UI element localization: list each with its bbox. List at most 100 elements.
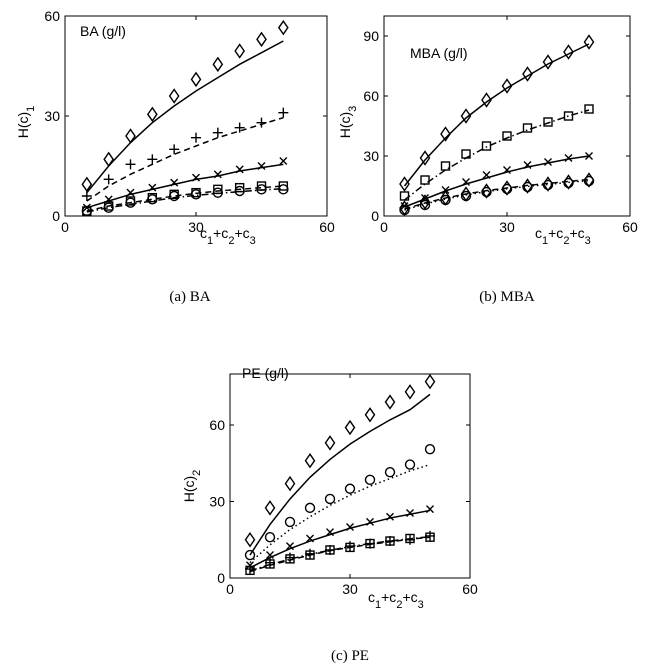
data-point-diamond — [460, 108, 472, 124]
data-point-square — [502, 131, 512, 141]
data-point-diamond — [234, 43, 246, 59]
y-tick-label: 30 — [44, 108, 60, 124]
data-point-circle — [424, 444, 436, 455]
x-axis-label-part: +c — [213, 225, 228, 241]
data-point-diamond — [583, 34, 595, 50]
data-point-cross — [462, 178, 470, 186]
data-point-diamond — [404, 384, 416, 400]
y-axis-label-main: H(c) — [337, 112, 353, 138]
series-circle — [244, 444, 436, 564]
data-point-plus — [169, 144, 180, 155]
data-point-diamond — [344, 419, 356, 436]
data-point-plus — [405, 534, 415, 545]
data-point-diamond — [542, 54, 554, 70]
y-tick-label: 60 — [209, 417, 225, 433]
data-point-cross — [544, 158, 552, 166]
data-point-cross — [286, 542, 294, 551]
x-tick-label: 0 — [380, 219, 388, 235]
data-point-circle — [522, 181, 533, 193]
series-cross — [82, 157, 288, 212]
data-point-diamond — [424, 373, 436, 390]
series-diamond — [399, 34, 595, 192]
series-diamond — [81, 19, 289, 194]
y-tick-label: 60 — [363, 88, 379, 104]
data-point-square — [584, 104, 594, 114]
x-axis-label-part: +c — [402, 589, 417, 605]
data-point-cross — [564, 154, 573, 162]
data-point-cross — [148, 183, 157, 192]
data-point-diamond — [146, 106, 158, 123]
data-point-plus — [81, 191, 92, 201]
data-point-cross — [266, 551, 274, 560]
data-point-cross — [386, 512, 394, 521]
series-plus — [81, 107, 289, 202]
chart-title: PE (g/l) — [242, 365, 289, 381]
x-axis-label-sub: 3 — [585, 235, 591, 247]
data-point-square — [420, 175, 430, 185]
x-axis-label-sub: 1 — [375, 599, 381, 611]
x-tick-label: 30 — [499, 219, 515, 235]
data-point-diamond — [264, 500, 276, 516]
fit-line — [86, 40, 284, 194]
data-point-circle — [234, 185, 245, 197]
x-axis-label: c1+c2+c3 — [535, 225, 591, 247]
data-point-square — [399, 191, 410, 201]
x-axis-label-part: +c — [234, 225, 249, 241]
data-point-circle — [399, 204, 410, 216]
data-point-cross — [503, 166, 511, 174]
data-point-plus — [125, 159, 136, 170]
fit-line — [404, 109, 590, 201]
data-point-diamond — [384, 394, 396, 410]
data-point-diamond — [125, 128, 136, 144]
data-point-diamond — [244, 532, 256, 548]
x-axis-label-sub: 2 — [228, 235, 234, 247]
data-point-diamond — [440, 126, 451, 142]
data-point-diamond — [190, 71, 202, 88]
data-point-diamond — [364, 407, 376, 423]
data-point-plus — [305, 548, 315, 559]
panel-caption: (a) BA — [169, 289, 210, 305]
x-axis-label-part: c — [535, 225, 542, 241]
fit-line — [403, 43, 590, 187]
data-point-circle — [304, 502, 316, 514]
series-cross — [400, 152, 593, 210]
fit-line — [86, 116, 284, 202]
data-point-plus — [278, 107, 289, 118]
y-axis-label-main: H(c) — [15, 112, 31, 138]
data-point-circle — [168, 190, 180, 202]
data-point-cross — [279, 157, 288, 165]
data-point-circle — [344, 483, 356, 494]
y-tick-label: 30 — [363, 148, 379, 164]
x-tick-label: 30 — [342, 581, 358, 597]
data-point-square — [543, 117, 553, 127]
fit-line — [86, 185, 284, 212]
x-axis-label-sub: 1 — [207, 235, 213, 247]
data-point-circle — [125, 197, 136, 208]
data-point-diamond — [399, 176, 410, 192]
series-square — [82, 181, 289, 216]
data-point-plus — [234, 122, 245, 133]
x-tick-label: 0 — [61, 219, 69, 235]
data-point-circle — [278, 184, 289, 195]
x-tick-label: 30 — [188, 219, 204, 235]
data-point-diamond — [256, 31, 267, 48]
x-axis-label-part: c — [368, 589, 375, 605]
data-point-circle — [501, 183, 513, 195]
data-point-circle — [190, 189, 202, 200]
data-point-diamond — [81, 176, 93, 193]
data-point-cross — [426, 505, 434, 514]
data-point-diamond — [522, 66, 533, 82]
x-axis-label-sub: 2 — [563, 235, 569, 247]
data-point-plus — [103, 174, 114, 185]
data-point-cross — [257, 162, 266, 170]
fit-line — [86, 163, 284, 209]
x-tick-label: 60 — [622, 219, 638, 235]
x-axis-label-part: +c — [569, 225, 584, 241]
data-point-square — [440, 161, 451, 171]
data-point-circle — [324, 493, 336, 505]
data-point-plus — [325, 544, 335, 555]
data-point-circle — [81, 205, 93, 217]
data-point-square — [522, 123, 533, 133]
